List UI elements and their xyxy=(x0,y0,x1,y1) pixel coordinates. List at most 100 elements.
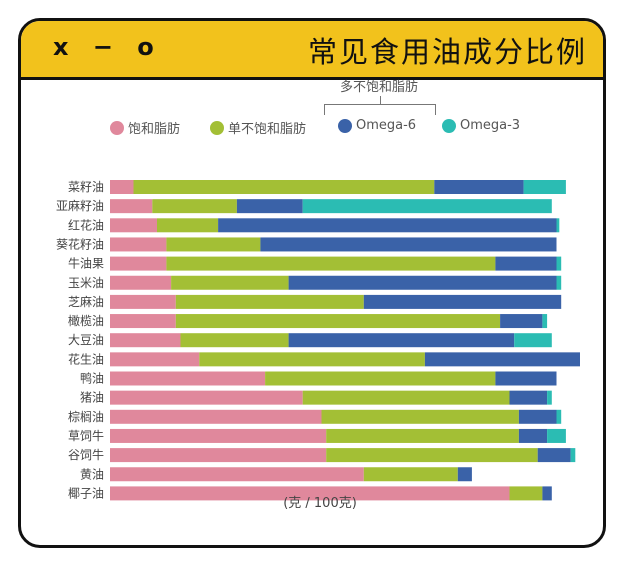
bar-segment xyxy=(556,409,562,424)
bar-segment xyxy=(110,333,181,348)
bar-segment xyxy=(556,256,562,271)
bar-segment xyxy=(523,180,566,194)
bar-segment xyxy=(110,218,157,233)
bar-segment xyxy=(288,333,515,348)
legend-swatch xyxy=(338,118,352,133)
bar-segment xyxy=(556,275,562,290)
legend-label: 饱和脂肪 xyxy=(128,122,181,137)
bar-segment xyxy=(110,180,134,194)
bar-segment xyxy=(326,448,538,463)
legend-swatch xyxy=(110,120,124,135)
bar-segment xyxy=(171,275,289,290)
legend-item-omega6: Omega-6 xyxy=(338,118,416,133)
header-bar: x − o 常见食用油成分比例 xyxy=(21,21,603,80)
bar-segment xyxy=(175,294,364,309)
legend-swatch xyxy=(210,120,224,135)
legend-item-omega3: Omega-3 xyxy=(442,118,520,133)
category-label: 大豆油 xyxy=(68,333,104,347)
bar-segment xyxy=(180,333,289,348)
bar-segment xyxy=(110,371,266,386)
bar-segment xyxy=(288,275,557,290)
bar-segment xyxy=(265,371,496,386)
bar-segment xyxy=(236,199,303,214)
bar-segment xyxy=(542,314,548,329)
bar-segment xyxy=(302,390,510,405)
bar-segment xyxy=(166,237,261,252)
legend-item-saturated: 饱和脂肪 xyxy=(110,118,180,137)
bar-segment xyxy=(175,314,501,329)
bar-segment xyxy=(110,352,200,367)
bar-segment xyxy=(110,275,172,290)
bar-segment xyxy=(302,199,552,214)
category-label: 菜籽油 xyxy=(68,180,104,194)
bar-segment xyxy=(110,314,176,329)
bar-segment xyxy=(424,352,580,367)
legend-swatch xyxy=(442,118,456,133)
category-label: 玉米油 xyxy=(68,276,104,290)
bar-segment xyxy=(110,448,327,463)
bar-segment xyxy=(363,294,562,309)
bar-segment xyxy=(133,180,435,194)
bar-segment xyxy=(495,256,557,271)
bar-segment xyxy=(434,180,524,194)
window-controls: x − o xyxy=(53,33,162,61)
legend-label: 单不饱和脂肪 xyxy=(228,122,307,137)
bar-segment xyxy=(326,428,519,443)
category-label: 草饲牛 xyxy=(68,428,104,443)
bar-segment xyxy=(556,218,560,233)
category-label: 椰子油 xyxy=(68,485,104,500)
bar-segment xyxy=(260,237,557,252)
category-label: 黄油 xyxy=(80,467,104,481)
polyunsaturated-bracket xyxy=(324,104,436,115)
bar-segment xyxy=(542,486,552,501)
bar-segment xyxy=(457,467,472,482)
bar-segment xyxy=(518,409,557,424)
category-label: 芝麻油 xyxy=(68,294,104,309)
legend-label: Omega-6 xyxy=(356,118,417,133)
bar-segment xyxy=(110,256,167,271)
bar-segment xyxy=(363,467,458,482)
polyunsaturated-label: 多不饱和脂肪 xyxy=(340,80,419,95)
bar-segment xyxy=(218,218,557,233)
category-label: 亚麻籽油 xyxy=(56,198,104,213)
chart-title: 常见食用油成分比例 xyxy=(307,35,587,69)
bar-segment xyxy=(110,199,153,214)
category-label: 红花油 xyxy=(68,217,104,232)
bar-segment xyxy=(537,448,571,463)
category-label: 棕榈油 xyxy=(68,409,104,424)
bar-segment xyxy=(110,237,167,252)
bar-segment xyxy=(547,428,566,443)
bar-segment xyxy=(110,428,327,443)
bar-segment xyxy=(514,333,552,348)
bar-segment xyxy=(518,428,548,443)
bar-segment xyxy=(110,486,510,501)
legend: 饱和脂肪 单不饱和脂肪 Omega-6 Omega-3 xyxy=(0,118,640,138)
category-label: 谷饲牛 xyxy=(68,447,104,462)
bar-segment xyxy=(547,390,552,405)
bar-segment xyxy=(500,314,543,329)
bar-segment xyxy=(321,409,519,424)
category-label: 橄榄油 xyxy=(68,313,104,328)
category-label: 牛油果 xyxy=(68,256,104,271)
bar-segment xyxy=(110,294,176,309)
category-label: 鸭油 xyxy=(80,372,104,386)
legend-label: Omega-3 xyxy=(460,118,521,133)
category-label: 猪油 xyxy=(80,391,104,405)
bracket-stem xyxy=(380,96,381,104)
bar-segment xyxy=(199,352,425,367)
category-label: 花生油 xyxy=(68,351,104,366)
category-label: 葵花籽油 xyxy=(56,236,104,251)
bar-segment xyxy=(509,390,548,405)
bar-segment xyxy=(110,467,364,482)
bar-segment xyxy=(152,199,237,214)
bar-segment xyxy=(570,448,576,463)
bar-segment xyxy=(157,218,219,233)
bar-segment xyxy=(110,409,322,424)
bar-segment xyxy=(509,486,543,501)
bar-segment xyxy=(495,371,557,386)
x-axis-unit-label: (克 / 100克) xyxy=(283,496,357,511)
bar-segment xyxy=(166,256,496,271)
legend-item-mono: 单不饱和脂肪 xyxy=(210,118,306,137)
bar-segment xyxy=(110,390,303,405)
